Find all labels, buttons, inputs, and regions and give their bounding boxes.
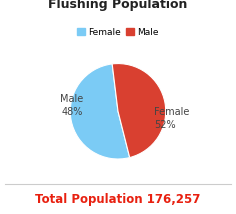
Wedge shape — [70, 64, 130, 159]
Text: Female
52%: Female 52% — [154, 107, 190, 130]
Wedge shape — [112, 64, 166, 158]
Title: Flushing Population: Flushing Population — [48, 0, 188, 11]
Text: Male
48%: Male 48% — [60, 94, 83, 117]
Text: Total Population 176,257: Total Population 176,257 — [35, 193, 201, 206]
Legend: Female, Male: Female, Male — [74, 24, 162, 40]
